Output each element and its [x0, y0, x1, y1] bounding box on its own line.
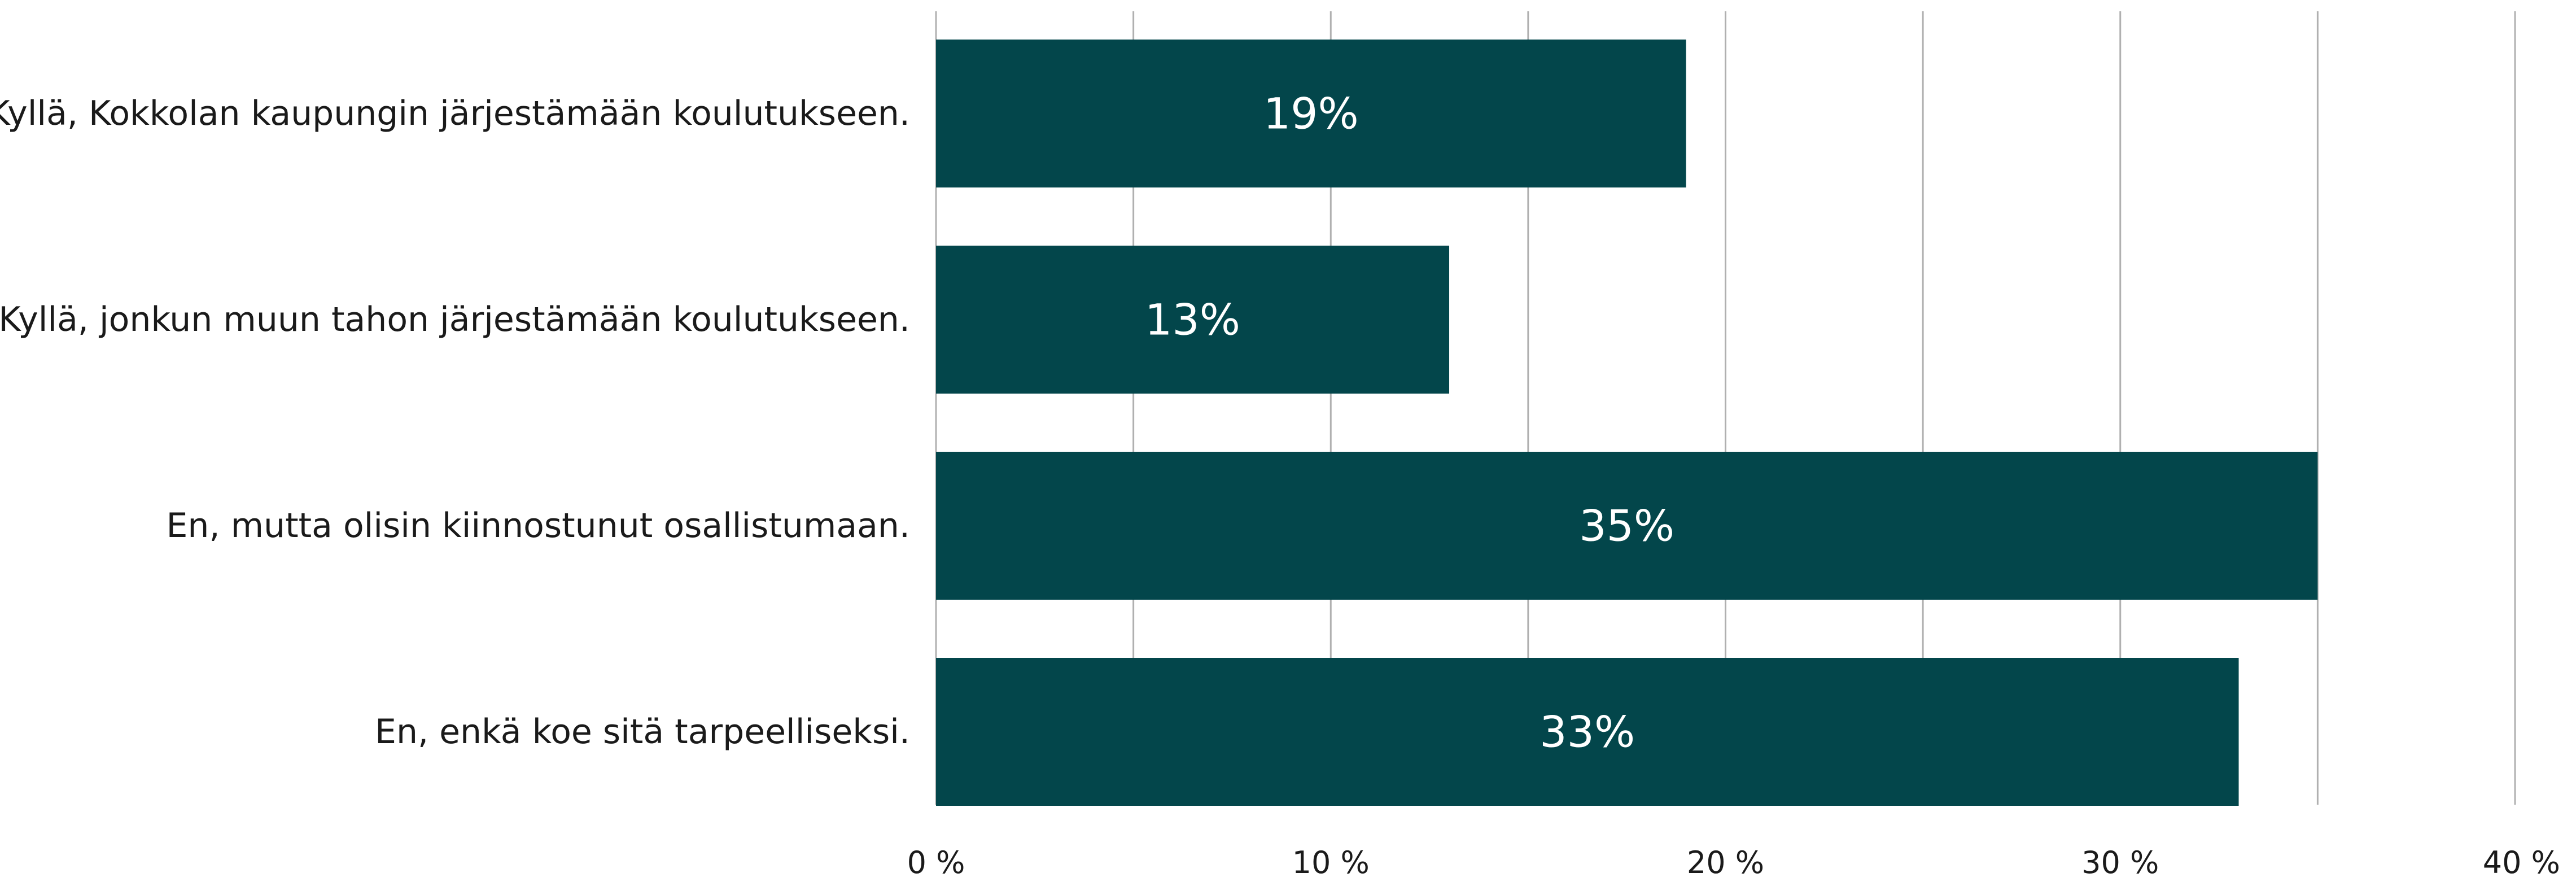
x-tick-label: 0 % [907, 845, 965, 880]
category-label: En, enkä koe sitä tarpeelliseksi. [375, 712, 910, 752]
x-tick-label: 10 % [1292, 845, 1370, 880]
bar [936, 658, 2239, 806]
category-label: Kyllä, jonkun muun tahon järjestämään ko… [0, 300, 910, 339]
category-label: En, mutta olisin kiinnostunut osallistum… [167, 506, 910, 545]
category-label: Kyllä, Kokkolan kaupungin järjestämään k… [0, 94, 910, 133]
x-tick-label: 20 % [1687, 845, 1764, 880]
bar-value-label: 19% [1263, 89, 1359, 139]
bar [936, 452, 2318, 600]
bar-value-label: 13% [1145, 295, 1240, 345]
bars [936, 40, 2318, 806]
bar-value-label: 33% [1540, 707, 1635, 757]
x-tick-label: 40 % [2483, 845, 2560, 880]
labels: 19% Kyllä, Kokkolan kaupungin järjestämää… [0, 89, 2560, 881]
bar [936, 40, 1686, 187]
bar [936, 246, 1450, 394]
x-tick-label: 30 % [2081, 845, 2159, 880]
bar-value-label: 35% [1579, 501, 1674, 551]
